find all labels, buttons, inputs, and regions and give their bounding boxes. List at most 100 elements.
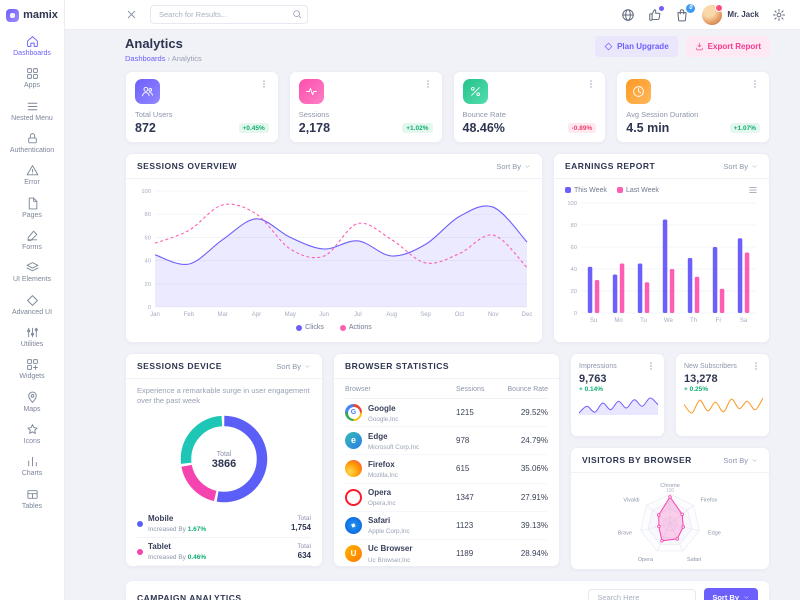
stat-change-badge: +0.45% bbox=[238, 123, 269, 133]
column-header: Browser bbox=[345, 386, 371, 393]
sidebar-item-authentication[interactable]: Authentication bbox=[0, 127, 64, 159]
sort-by-dropdown[interactable]: Sort By bbox=[723, 162, 758, 171]
stat-value: 2,178 bbox=[298, 121, 331, 135]
gear-icon[interactable] bbox=[772, 8, 786, 22]
close-icon[interactable] bbox=[125, 8, 138, 21]
sidebar-item-utilities[interactable]: Utilities bbox=[0, 321, 64, 353]
bar-chart-icon bbox=[26, 455, 39, 468]
device-row-tablet: Tablet Increased By 0.46% Total 634 bbox=[137, 537, 311, 565]
safari-logo-icon bbox=[345, 516, 362, 534]
sessions-device-donut: Total 3866 bbox=[176, 411, 272, 509]
svg-text:Dec: Dec bbox=[522, 312, 533, 318]
kebab-menu-icon[interactable] bbox=[586, 79, 596, 89]
avatar bbox=[702, 3, 724, 25]
card-label: New Subscribers bbox=[684, 362, 737, 370]
legend-swatch bbox=[565, 187, 571, 193]
kebab-menu-icon[interactable] bbox=[423, 79, 433, 89]
chart-legend: Clicks Actions bbox=[126, 321, 542, 337]
sidebar-item-apps[interactable]: Apps bbox=[0, 62, 64, 94]
impressions-card: Impressions 9,763 + 0.14% bbox=[570, 353, 665, 437]
visitors-by-browser-card: VISITORS BY BROWSER Sort By Chrome Firefo… bbox=[570, 447, 770, 570]
sort-by-dropdown[interactable]: Sort By bbox=[496, 162, 531, 171]
sidebar-item-maps[interactable]: Maps bbox=[0, 386, 64, 418]
kebab-menu-icon[interactable] bbox=[259, 79, 269, 89]
sort-by-dropdown[interactable]: Sort By bbox=[723, 456, 758, 465]
sidebar-item-label: Error bbox=[24, 179, 40, 187]
lock-icon bbox=[26, 132, 39, 145]
sidebar-item-label: Forms bbox=[22, 244, 42, 252]
search-input[interactable] bbox=[150, 5, 308, 24]
translate-icon[interactable] bbox=[621, 8, 635, 22]
sidebar-item-tables[interactable]: Tables bbox=[0, 483, 64, 515]
sidebar-item-advanced-ui[interactable]: Advanced UI bbox=[0, 289, 64, 321]
diamond-icon bbox=[26, 294, 39, 307]
plan-upgrade-button[interactable]: Plan Upgrade bbox=[595, 36, 678, 57]
svg-text:60: 60 bbox=[571, 245, 577, 251]
opera-logo-icon bbox=[345, 488, 362, 506]
campaign-search bbox=[588, 588, 697, 600]
legend-dot bbox=[296, 324, 303, 331]
kebab-menu-icon[interactable] bbox=[750, 79, 760, 89]
sidebar-item-charts[interactable]: Charts bbox=[0, 450, 64, 482]
like-icon[interactable] bbox=[648, 5, 665, 22]
sliders-icon bbox=[26, 326, 39, 339]
sidebar-item-widgets[interactable]: Widgets bbox=[0, 353, 64, 385]
card-title: EARNINGS REPORT bbox=[565, 161, 656, 171]
svg-text:Apr: Apr bbox=[252, 312, 261, 318]
earnings-report-chart: 0 20 40 60 80 100 Su Mo Tu We Th Fr Sa bbox=[567, 201, 756, 324]
export-report-button[interactable]: Export Report bbox=[685, 36, 770, 57]
svg-text:Chrome: Chrome bbox=[660, 483, 680, 489]
cart-icon[interactable]: 0 bbox=[675, 3, 696, 22]
sidebar-item-label: Apps bbox=[24, 82, 40, 90]
svg-text:Opera: Opera bbox=[638, 557, 654, 563]
right-column: Impressions 9,763 + 0.14% New Subscriber… bbox=[570, 353, 770, 570]
menu-icon[interactable] bbox=[748, 185, 758, 195]
svg-text:Firefox: Firefox bbox=[700, 498, 717, 504]
sidebar-item-label: UI Elements bbox=[12, 276, 52, 284]
app-logo[interactable]: mamix bbox=[0, 0, 64, 30]
sidebar-item-pages[interactable]: Pages bbox=[0, 192, 64, 224]
sidebar-item-icons[interactable]: Icons bbox=[0, 418, 64, 450]
file-icon bbox=[26, 197, 39, 210]
topbar: 0 Mr. Jack bbox=[65, 0, 800, 30]
svg-text:Brave: Brave bbox=[618, 531, 632, 537]
user-menu[interactable]: Mr. Jack bbox=[702, 3, 759, 25]
sort-by-dropdown[interactable]: Sort By bbox=[276, 362, 311, 371]
sidebar-item-error[interactable]: Error bbox=[0, 159, 64, 191]
star-icon bbox=[26, 423, 39, 436]
table-header-row: Browser Sessions Bounce Rate bbox=[345, 381, 548, 399]
device-row-desktop: DesktopDecreased By 3.43% Total878 bbox=[137, 565, 311, 566]
donut-chart bbox=[180, 416, 268, 503]
sidebar-item-label: Widgets bbox=[19, 373, 45, 381]
stat-card-bounce-rate: Bounce Rate 48.46% -0.89% bbox=[452, 71, 607, 143]
kebab-menu-icon[interactable] bbox=[646, 361, 656, 371]
map-pin-icon bbox=[26, 391, 39, 404]
page-title: Analytics bbox=[125, 36, 183, 51]
sidebar-item-ui-elements[interactable]: UI Elements bbox=[0, 256, 64, 288]
layers-icon bbox=[26, 261, 39, 274]
topbar-actions: 0 Mr. Jack bbox=[621, 3, 786, 25]
search-icon[interactable] bbox=[292, 9, 302, 19]
sidebar-item-label: Pages bbox=[22, 211, 42, 219]
chevron-down-icon bbox=[304, 363, 311, 370]
details-row: SESSIONS DEVICE Sort By Experience a rem… bbox=[125, 353, 770, 570]
svg-text:Th: Th bbox=[690, 318, 697, 324]
sidebar-item-label: Advanced UI bbox=[11, 308, 53, 316]
campaign-search-input[interactable] bbox=[588, 588, 697, 600]
sessions-device-card: SESSIONS DEVICE Sort By Experience a rem… bbox=[125, 353, 323, 567]
kebab-menu-icon[interactable] bbox=[751, 361, 761, 371]
svg-text:80: 80 bbox=[145, 212, 151, 218]
sidebar-item-nested-menu[interactable]: Nested Menu bbox=[0, 95, 64, 127]
campaign-sort-button[interactable]: Sort By bbox=[704, 588, 758, 600]
legend-label: This Week bbox=[574, 186, 607, 194]
sidebar-item-forms[interactable]: Forms bbox=[0, 224, 64, 256]
sidebar-item-label: Dashboards bbox=[13, 50, 51, 57]
stat-label: Bounce Rate bbox=[462, 110, 506, 119]
breadcrumb-parent[interactable]: Dashboards bbox=[125, 54, 166, 63]
sidebar-item-dashboards[interactable]: Dashboards bbox=[0, 30, 64, 62]
logo-text: mamix bbox=[23, 9, 58, 21]
svg-text:Oct: Oct bbox=[455, 312, 465, 318]
svg-text:Su: Su bbox=[590, 318, 597, 324]
chevron-down-icon bbox=[751, 163, 758, 170]
svg-text:20: 20 bbox=[571, 289, 577, 295]
